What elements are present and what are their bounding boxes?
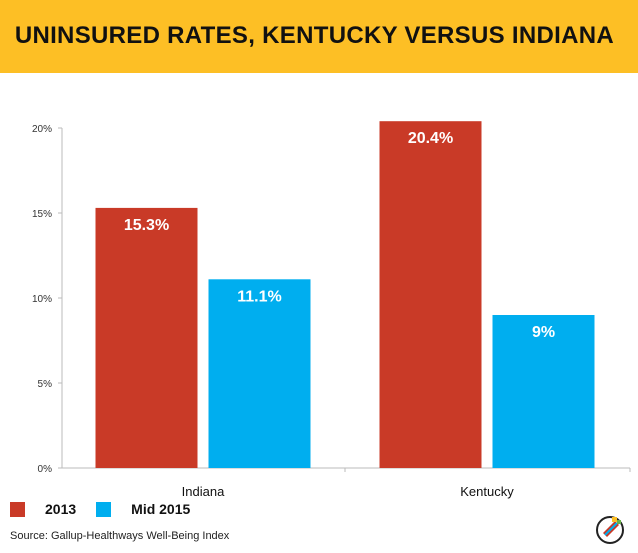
bar-kentucky-mid-2015 — [492, 315, 595, 468]
chart-title: UNINSURED RATES, KENTUCKY VERSUS INDIANA — [14, 22, 614, 49]
legend-item-2013: 2013 — [10, 501, 76, 517]
bar-indiana-2013 — [95, 207, 198, 468]
legend-label-mid-2015: Mid 2015 — [131, 501, 191, 517]
x-tick-label: Kentucky — [460, 484, 514, 499]
data-label: 15.3% — [124, 217, 169, 234]
legend-label-2013: 2013 — [45, 501, 77, 517]
legend: 2013 Mid 2015 — [10, 500, 210, 518]
bar-indiana-mid-2015 — [208, 279, 311, 468]
y-tick-label: 0% — [38, 464, 53, 475]
y-tick-label: 5% — [38, 379, 53, 390]
data-label: 9% — [532, 324, 555, 341]
x-tick-label: Indiana — [182, 484, 225, 499]
bar-kentucky-2013 — [379, 121, 482, 468]
title-banner: UNINSURED RATES, KENTUCKY VERSUS INDIANA — [0, 0, 638, 73]
legend-swatch-mid-2015 — [96, 501, 112, 517]
data-label: 20.4% — [408, 130, 453, 147]
politifact-logo-icon — [596, 516, 624, 544]
data-label: 11.1% — [237, 288, 281, 305]
y-tick-label: 15% — [32, 209, 52, 220]
y-tick-label: 20% — [32, 124, 52, 135]
source-note: Source: Gallup-Healthways Well-Being Ind… — [10, 530, 230, 542]
y-tick-label: 10% — [32, 294, 52, 305]
legend-swatch-2013 — [10, 501, 25, 517]
legend-item-mid-2015: Mid 2015 — [96, 501, 190, 517]
